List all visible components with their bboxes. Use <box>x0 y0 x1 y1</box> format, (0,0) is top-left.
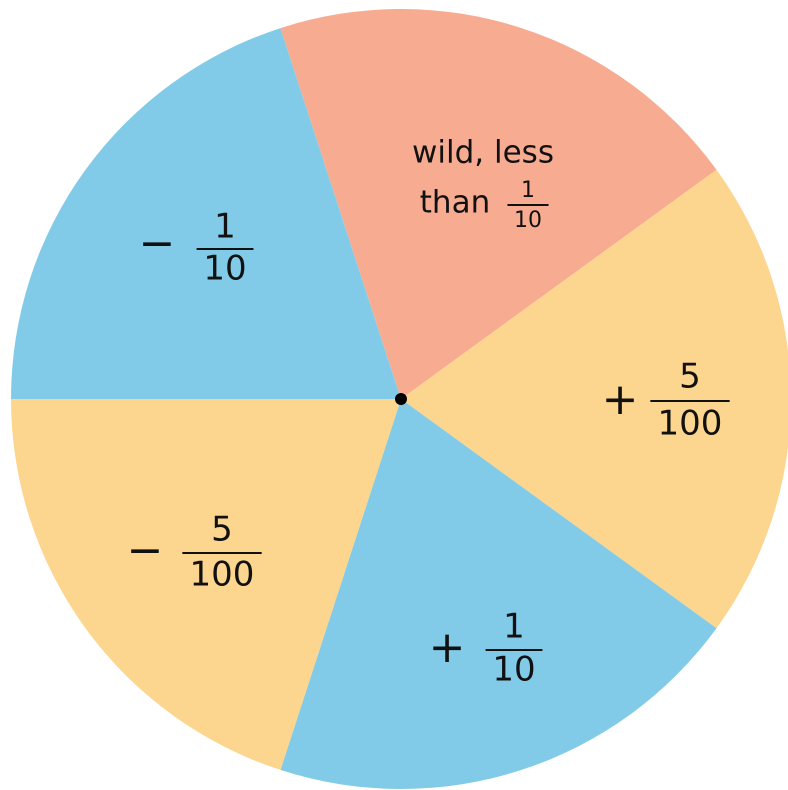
sign: + <box>429 622 466 673</box>
sector <box>11 28 401 400</box>
numerator: 5 <box>211 510 233 550</box>
denominator: 10 <box>203 249 246 289</box>
denominator: 100 <box>658 404 723 444</box>
numerator: 1 <box>503 607 525 647</box>
denominator: 100 <box>190 555 255 595</box>
sector <box>280 399 717 789</box>
numerator: 1 <box>214 207 236 247</box>
label-line: wild, less <box>412 135 554 171</box>
numerator: 5 <box>679 357 701 397</box>
denominator: 10 <box>514 208 542 233</box>
sign: − <box>127 525 164 576</box>
sector <box>401 169 788 629</box>
label-line: than <box>420 185 490 221</box>
sectors <box>11 9 788 789</box>
sign: − <box>139 218 176 269</box>
center-pin <box>395 393 407 405</box>
sector <box>11 399 401 770</box>
denominator: 10 <box>492 650 535 690</box>
numerator: 1 <box>521 178 535 203</box>
sign: + <box>602 374 639 425</box>
sector <box>280 9 717 400</box>
